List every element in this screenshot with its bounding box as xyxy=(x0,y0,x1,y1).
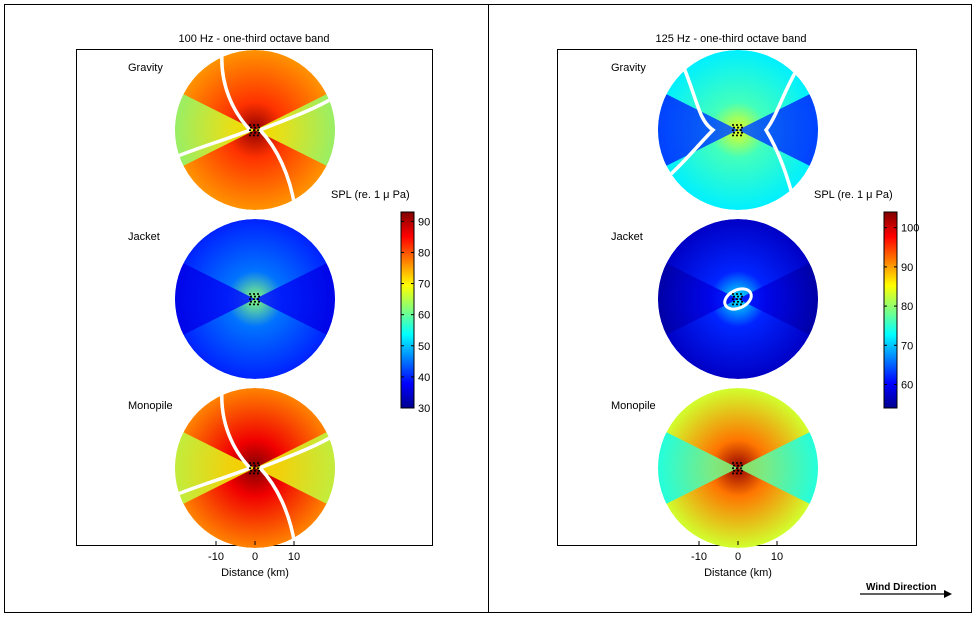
colorbar-label: SPL (re. 1 μ Pa) xyxy=(331,189,410,201)
turbine-array xyxy=(248,292,261,306)
map-label-monopile: Monopile xyxy=(611,400,656,412)
disk-monopile-125hz xyxy=(658,388,818,548)
turbine-array xyxy=(248,461,261,475)
wind-direction-label: Wind Direction xyxy=(866,582,936,593)
x-axis: -10 0 10 xyxy=(208,541,300,563)
interface-line xyxy=(658,57,716,187)
colorbar-tick-label: 50 xyxy=(418,341,430,353)
interface-line xyxy=(220,389,252,470)
colorbar-tick-label: 60 xyxy=(418,310,430,322)
colorbar-tick-label: 80 xyxy=(418,247,430,259)
colorbar-scale xyxy=(883,211,898,409)
x-tick-label: -10 xyxy=(691,551,707,563)
x-tick-label: 10 xyxy=(771,551,783,563)
interface-line xyxy=(723,287,753,311)
colorbar-tick-label: 70 xyxy=(418,279,430,291)
colorbar-tick-label: 90 xyxy=(901,262,913,274)
colorbar-tick-label: 30 xyxy=(418,403,430,415)
x-tick-label: -10 xyxy=(208,551,224,563)
x-axis: -10 0 10 xyxy=(691,541,783,563)
x-tick-label: 10 xyxy=(288,551,300,563)
colorbar-scale xyxy=(400,211,415,409)
colorbar-tick-label: 90 xyxy=(418,216,430,228)
turbine-array xyxy=(248,123,261,137)
colorbar: 60 70 80 90 100 xyxy=(883,211,919,409)
colorbar-tick-label: 60 xyxy=(901,379,913,391)
colorbar: 30 40 50 60 70 80 90 xyxy=(400,211,430,415)
x-axis-label: Distance (km) xyxy=(704,567,772,579)
x-tick-label: 0 xyxy=(735,551,741,563)
interface-line xyxy=(175,128,251,160)
x-axis-label: Distance (km) xyxy=(221,567,289,579)
arrow-right-icon xyxy=(860,590,952,598)
map-label-jacket: Jacket xyxy=(128,231,160,243)
map-label-gravity: Gravity xyxy=(128,62,163,74)
turbine-array xyxy=(731,123,744,137)
disk-jacket-100hz xyxy=(175,219,335,379)
disk-gravity-125hz xyxy=(658,50,818,210)
panel-100hz: 100 Hz - one-third octave band Gravity J… xyxy=(76,33,433,579)
turbine-array xyxy=(731,461,744,475)
map-label-monopile: Monopile xyxy=(128,400,173,412)
wind-direction-indicator: Wind Direction xyxy=(860,582,952,598)
interface-line xyxy=(763,57,806,210)
interface-line xyxy=(259,434,334,470)
disk-jacket-125hz xyxy=(658,219,818,379)
chart-title: 125 Hz - one-third octave band xyxy=(655,33,806,45)
chart-title: 100 Hz - one-third octave band xyxy=(178,33,329,45)
colorbar-tick-label: 100 xyxy=(901,223,919,235)
interface-line xyxy=(220,51,252,132)
interface-line xyxy=(258,466,297,547)
x-tick-label: 0 xyxy=(252,551,258,563)
interface-line xyxy=(258,128,297,209)
colorbar-tick-label: 40 xyxy=(418,372,430,384)
colorbar-label: SPL (re. 1 μ Pa) xyxy=(814,189,893,201)
colorbar-tick-label: 80 xyxy=(901,301,913,313)
interface-line xyxy=(175,466,251,498)
interface-line xyxy=(259,96,334,132)
disk-gravity-100hz xyxy=(175,50,335,210)
colorbar-tick-label: 70 xyxy=(901,340,913,352)
turbine-array xyxy=(731,292,744,306)
disk-monopile-100hz xyxy=(175,388,335,548)
map-label-gravity: Gravity xyxy=(611,62,646,74)
panel-125hz: 125 Hz - one-third octave band Gravity J… xyxy=(557,33,919,579)
map-label-jacket: Jacket xyxy=(611,231,643,243)
